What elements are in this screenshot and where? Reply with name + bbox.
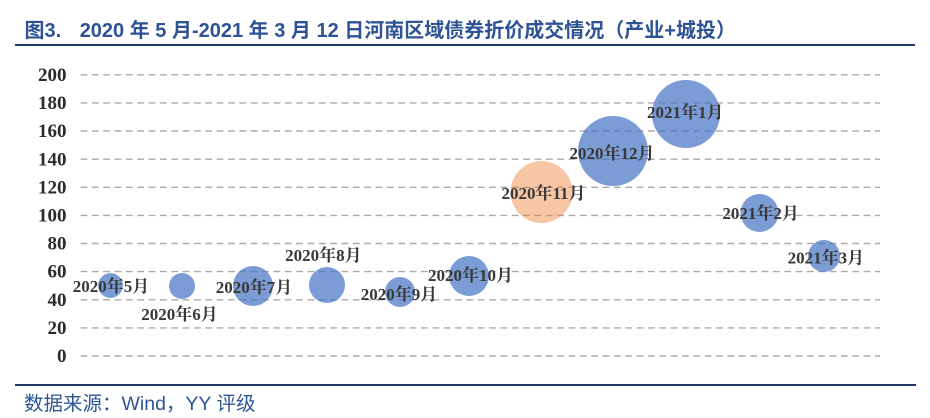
svg-text:160: 160 bbox=[38, 121, 67, 142]
svg-text:2020年11月: 2020年11月 bbox=[501, 183, 585, 203]
svg-text:140: 140 bbox=[38, 149, 67, 170]
svg-text:2020年12月: 2020年12月 bbox=[570, 143, 655, 163]
svg-text:2020年7月: 2020年7月 bbox=[216, 277, 293, 297]
svg-text:2020年9月: 2020年9月 bbox=[361, 284, 438, 304]
svg-text:2021年1月: 2021年1月 bbox=[647, 102, 724, 122]
svg-text:100: 100 bbox=[38, 206, 67, 227]
svg-text:2020年8月: 2020年8月 bbox=[285, 245, 362, 265]
svg-text:80: 80 bbox=[48, 234, 67, 255]
svg-text:2020年10月: 2020年10月 bbox=[428, 265, 513, 285]
svg-text:180: 180 bbox=[38, 93, 67, 114]
svg-text:20: 20 bbox=[48, 318, 67, 339]
svg-text:2021年3月: 2021年3月 bbox=[788, 248, 865, 268]
svg-text:40: 40 bbox=[48, 290, 67, 311]
svg-text:200: 200 bbox=[38, 65, 67, 86]
svg-text:2020年6月: 2020年6月 bbox=[141, 304, 218, 324]
svg-text:0: 0 bbox=[57, 346, 67, 367]
svg-text:60: 60 bbox=[48, 262, 67, 283]
svg-text:120: 120 bbox=[38, 177, 67, 198]
svg-text:2021年2月: 2021年2月 bbox=[722, 203, 799, 223]
svg-text:2020年5月: 2020年5月 bbox=[73, 276, 150, 296]
